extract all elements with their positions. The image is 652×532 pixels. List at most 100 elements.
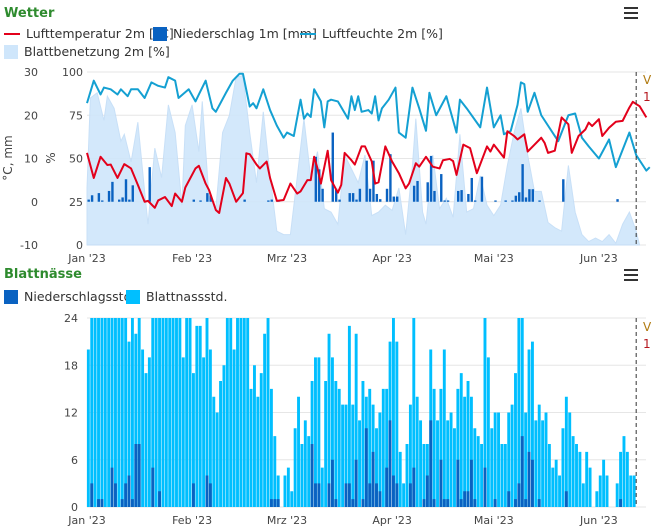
wet-hours-bar: [137, 318, 141, 507]
rain-hours-bar: [347, 483, 351, 507]
wet-hours-bar: [500, 444, 504, 507]
wet-hours-bar: [202, 357, 206, 507]
legend-precipitation[interactable]: Niederschlag 1m [mm]: [153, 26, 317, 41]
precipitation-bar: [101, 200, 104, 202]
box-swatch-icon: [153, 26, 167, 41]
x-tick-label: Mrz '23: [267, 514, 307, 527]
rain-hours-bar: [314, 483, 317, 507]
wet-hours-bar: [541, 420, 545, 507]
precipitation-bar: [267, 200, 270, 202]
x-tick-label: Jan '23: [67, 514, 105, 527]
wet-hours-bar: [483, 318, 487, 507]
legend-humidity[interactable]: Luftfeuchte 2m [%]: [300, 26, 443, 41]
rain-hours-bar: [527, 451, 531, 507]
rain-hours-bar: [422, 499, 426, 507]
rain-hours-bar: [432, 499, 436, 507]
wet-hours-bar: [134, 333, 138, 507]
wet-hours-bar: [314, 357, 317, 507]
rain-hours-bar: [520, 436, 524, 507]
rain-hours-bar: [130, 499, 134, 507]
precipitation-bar: [338, 199, 341, 202]
wet-hours-bar: [537, 404, 541, 507]
precipitation-bar: [90, 195, 94, 202]
precipitation-bar: [334, 188, 338, 202]
precipitation-bar: [524, 197, 528, 202]
wet-hours-bar: [378, 412, 382, 507]
rain-hours-bar: [493, 499, 497, 507]
rain-hours-bar: [507, 491, 511, 507]
leaf-wetness-area: [86, 74, 641, 246]
wet-hours-bar: [361, 381, 365, 507]
y-right-tick-label: 25: [69, 196, 83, 209]
wet-hours-bar: [625, 451, 629, 507]
wet-hours-bar: [208, 349, 212, 507]
precipitation-bar: [118, 199, 121, 202]
wet-hours-bar: [456, 388, 460, 507]
wet-hours-bar: [341, 404, 345, 507]
wet-hours-bar: [588, 467, 592, 507]
wetter-title: Wetter: [4, 6, 55, 21]
wet-hours-bar: [534, 420, 538, 507]
legend-rain-hours[interactable]: Niederschlagsstd.: [4, 289, 136, 304]
wet-hours-bar: [107, 318, 111, 507]
wet-hours-bar: [236, 318, 239, 507]
precipitation-bar: [460, 190, 463, 202]
wet-hours-bar: [354, 333, 358, 507]
wet-hours-bar: [453, 428, 456, 507]
precipitation-bar: [392, 196, 395, 202]
rain-hours-bar: [463, 491, 467, 507]
rain-hours-bar: [269, 499, 273, 507]
precipitation-bar: [616, 199, 619, 202]
rain-hours-bar: [368, 483, 372, 507]
wet-hours-bar: [124, 318, 128, 507]
wet-hours-bar: [402, 483, 406, 507]
plot-line-value-fragment: 1: [643, 337, 651, 351]
wet-hours-bar: [459, 373, 463, 507]
legend-temperature[interactable]: Lufttemperatur 2m [°C]: [4, 26, 174, 41]
rain-hours-bar: [344, 483, 348, 507]
precipitation-bar: [531, 189, 534, 202]
wet-hours-bar: [141, 349, 145, 507]
wet-hours-bar: [103, 318, 107, 507]
precipitation-bar: [518, 192, 521, 202]
wet-hours-bar: [269, 388, 273, 507]
precipitation-bar: [562, 179, 565, 202]
wet-hours-bar: [395, 341, 399, 507]
wet-hours-bar: [344, 404, 348, 507]
wet-hours-bar: [615, 483, 619, 507]
wet-hours-bar: [246, 318, 250, 507]
plot-line-value-fragment: 1: [643, 90, 651, 104]
rain-hours-bar: [442, 499, 446, 507]
rain-hours-bar: [97, 499, 100, 507]
rain-hours-bar: [473, 499, 477, 507]
wet-hours-bar: [276, 475, 280, 507]
wetter-menu-button[interactable]: [624, 7, 638, 19]
wet-hours-bar: [300, 444, 304, 507]
wet-hours-bar: [229, 318, 233, 507]
rain-hours-bar: [364, 428, 368, 507]
legend-wet-hours[interactable]: Blattnassstd.: [126, 289, 227, 304]
wet-hours-bar: [337, 388, 341, 507]
precipitation-bar: [355, 199, 358, 202]
precipitation-bar: [395, 196, 399, 202]
wet-hours-bar: [286, 467, 290, 507]
wet-hours-bar: [439, 388, 443, 507]
legend-label: Lufttemperatur 2m [°C]: [26, 26, 174, 41]
wet-hours-bar: [188, 318, 192, 507]
precipitation-bar: [128, 199, 131, 202]
wet-hours-bar: [551, 467, 555, 507]
legend-leaf-wetness[interactable]: Blattbenetzung 2m [%]: [4, 44, 170, 59]
blattnaesse-menu-button[interactable]: [624, 269, 638, 281]
legend-label: Blattnassstd.: [146, 289, 228, 304]
precipitation-bar: [473, 200, 477, 202]
rain-hours-bar: [134, 444, 138, 507]
rain-hours-bar: [439, 459, 443, 507]
wet-hours-bar: [256, 396, 260, 507]
wet-hours-bar: [263, 333, 267, 507]
wet-hours-bar: [449, 412, 453, 507]
precipitation-bar: [389, 154, 392, 202]
precipitation-bar: [385, 188, 389, 202]
wet-hours-bar: [412, 318, 416, 507]
wet-hours-bar: [97, 318, 100, 507]
